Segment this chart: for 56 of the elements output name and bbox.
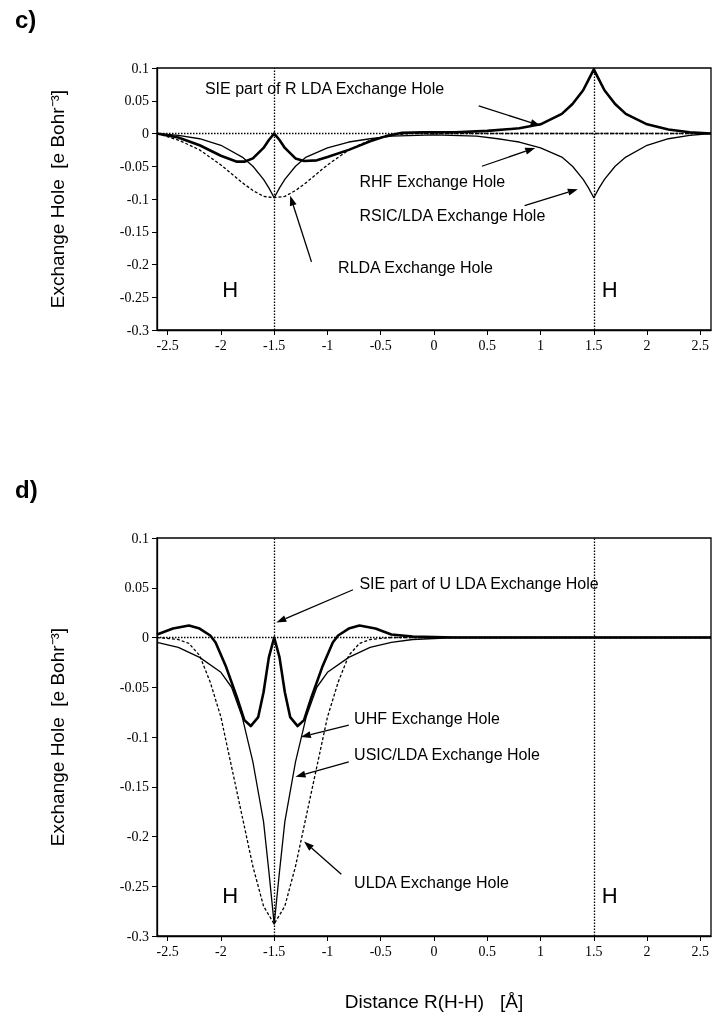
ref-line-label: H [222,882,239,908]
x-tick-label: -2 [215,337,227,353]
annotation: USIC/LDA Exchange Hole [354,746,541,764]
y-tick-label: -0.05 [119,679,149,695]
x-tick-label: 0 [430,337,438,353]
x-tick-label: 2.5 [691,943,710,959]
x-tick-label: 0.5 [478,943,497,959]
x-tick-label: -2.5 [156,943,179,959]
y-tick-label: -0.3 [126,322,149,338]
y-tick-label: 0.05 [124,580,149,596]
ref-line-label: H [222,276,239,302]
x-tick-label: 1 [537,337,545,353]
annotation: RHF Exchange Hole [359,172,506,190]
y-tick-label: 0 [142,126,149,141]
ref-line-label: H [601,882,618,908]
y-tick-label: -0.3 [126,928,149,944]
x-tick-label: 2.5 [691,337,710,353]
x-tick-label: -1.5 [263,337,286,353]
x-tick-label: 1 [537,943,545,959]
x-tick-label: 2 [643,943,651,959]
x-tick-label: -1 [321,337,334,353]
x-tick-label: -2 [215,943,227,959]
annotation: RLDA Exchange Hole [338,259,493,277]
y-tick-label: 0.05 [124,93,149,109]
annotation: RSIC/LDA Exchange Hole [359,206,546,224]
x-tick-label: -1.5 [263,943,286,959]
y-tick-label: -0.2 [126,257,149,272]
x-tick-label: 1.5 [585,337,603,353]
y-tick-label: -0.05 [119,158,149,174]
x-tick-label: -0.5 [369,337,392,353]
x-tick-label: 0.5 [478,337,497,353]
y-axis-title: Exchange Hole [e Bohr⁻³] [47,627,68,847]
y-axis-title: Exchange Hole [e Bohr⁻³] [47,89,68,309]
y-tick-label: -0.1 [126,729,149,745]
y-tick-label: -0.1 [126,191,149,207]
x-tick-label: 2 [643,337,651,353]
x-tick-label: 0 [430,943,438,959]
y-tick-label: -0.25 [119,878,149,894]
annotation: SIE part of U LDA Exchange Hole [359,575,599,593]
annotation: ULDA Exchange Hole [354,873,509,891]
chart-title: d) [15,475,38,503]
y-tick-label: -0.2 [126,829,149,844]
chart-title: c) [15,5,37,33]
y-tick-label: -0.15 [119,779,149,795]
y-tick-label: 0.1 [131,60,149,76]
annotation: UHF Exchange Hole [354,709,501,727]
x-tick-label: -0.5 [369,943,392,959]
y-tick-label: 0.1 [131,530,149,546]
x-tick-label: 1.5 [585,943,603,959]
ref-line-label: H [601,276,618,302]
x-tick-label: -2.5 [156,337,179,353]
y-tick-label: -0.15 [119,224,149,240]
x-axis-title: Distance R(H-H) [Å] [344,991,524,1012]
y-tick-label: 0 [142,630,149,645]
x-tick-label: -1 [321,943,334,959]
y-tick-label: -0.25 [119,289,149,305]
